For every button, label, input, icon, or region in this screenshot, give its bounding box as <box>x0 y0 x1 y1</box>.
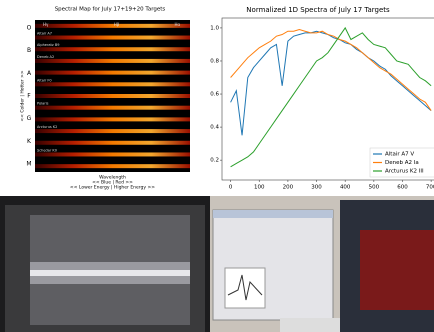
class-label: G <box>27 115 32 122</box>
legend-label: Deneb A2 Ia <box>385 160 419 166</box>
spectrum-band <box>35 82 190 87</box>
x-tick-label: 300 <box>311 185 322 191</box>
x-tick-label: 400 <box>340 185 351 191</box>
spectrum-band <box>35 35 190 40</box>
line-label: Hα <box>175 22 181 27</box>
row-label: Altair A7 <box>37 32 52 36</box>
class-label: M <box>26 161 31 168</box>
spectrum-band <box>35 129 190 134</box>
spectrum-band <box>35 152 190 157</box>
spectrum-band <box>35 58 190 63</box>
x-tick-label: 700 <box>426 185 434 191</box>
row-label: Polaris <box>37 102 49 106</box>
x-tick-label: 100 <box>254 185 265 191</box>
row-label: Altair F0 <box>37 78 52 82</box>
class-label: F <box>27 93 31 100</box>
row-label: Deneb A2 <box>37 55 54 59</box>
spectrum-band <box>35 117 190 122</box>
class-label: O <box>27 25 32 32</box>
spectrum-band <box>35 23 190 28</box>
class-label: A <box>27 70 32 77</box>
y-tick-label: 0.4 <box>210 125 219 131</box>
row-label: Schedar K0 <box>37 148 57 152</box>
photo <box>0 196 434 332</box>
x-axis-label: Wavelength <box>99 175 126 181</box>
x-tick-label: 0 <box>229 185 233 191</box>
y-tick-label: 0.2 <box>210 158 219 164</box>
spectrum-band <box>35 164 190 169</box>
row-label: Arcturus K2 <box>37 125 57 129</box>
y-tick-label: 1.0 <box>210 25 219 31</box>
legend-label: Altair A7 V <box>385 152 414 158</box>
series-line <box>230 29 432 111</box>
spectrum-band <box>35 105 190 110</box>
line-label: Hγ <box>43 22 49 27</box>
class-label: B <box>27 47 31 54</box>
row-label: Alpheratz B9 <box>37 43 60 47</box>
plot-frame <box>221 17 434 181</box>
x-axis-label: << Blue | Red >> <box>92 180 133 186</box>
y-axis-label: << Colder | Hotter >> <box>20 70 26 121</box>
y-tick-label: 0.6 <box>210 92 219 98</box>
legend-label: Arcturus K2 III <box>385 169 424 175</box>
line-label: Hβ <box>114 22 120 27</box>
series-line <box>230 30 432 136</box>
spectrum-band <box>35 140 190 145</box>
class-label: K <box>27 138 32 145</box>
chart-title: Normalized 1D Spectra of July 17 Targets <box>246 6 390 14</box>
x-axis-label: << Lower Energy | Higher Energy >> <box>70 185 155 191</box>
x-tick-label: 500 <box>369 185 380 191</box>
x-tick-label: 200 <box>283 185 294 191</box>
spectrum-band <box>35 70 190 75</box>
spectrum-band <box>35 94 190 98</box>
spectrum-band <box>35 47 190 52</box>
series-line <box>230 26 432 168</box>
line-chart: Normalized 1D Spectra of July 17 Targets… <box>210 6 434 191</box>
chart-title: Spectral Map for July 17+19+20 Targets <box>55 7 166 13</box>
x-tick-label: 600 <box>397 185 408 191</box>
y-tick-label: 0.8 <box>210 58 219 64</box>
